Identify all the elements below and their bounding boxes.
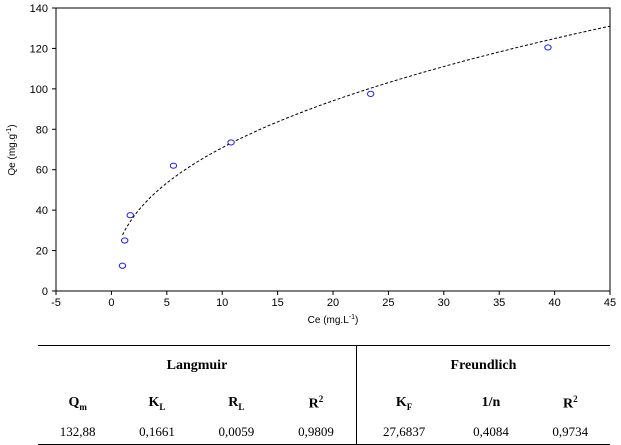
- fit-curve: [122, 25, 611, 236]
- x-axis-title: Ce (mg.L-1): [308, 314, 359, 326]
- data-point: [126, 212, 134, 219]
- x-tick-label: 15: [271, 297, 283, 309]
- x-tick-label: 30: [438, 297, 450, 309]
- x-tick-label: 20: [327, 297, 339, 309]
- value-kf: 27,6837: [355, 420, 452, 445]
- x-tick-label: 25: [382, 297, 394, 309]
- x-axis: -5 0 5 10 15 20 25 30 35 40 45: [51, 291, 616, 309]
- y-tick-label: 20: [36, 246, 48, 258]
- symbol-rl: RL: [228, 394, 245, 412]
- y-tick-label: 40: [36, 205, 48, 217]
- y-tick-label: 120: [30, 43, 48, 55]
- y-axis: 0 20 40 60 80 100 120 140: [30, 3, 56, 298]
- data-points: [118, 44, 552, 269]
- data-point: [120, 237, 129, 244]
- x-tick-label: 40: [548, 297, 560, 309]
- x-tick-label: -5: [51, 297, 61, 309]
- y-tick-label: 100: [30, 84, 48, 96]
- symbol-row: Qm KL RL R2 KF 1/n R2: [38, 386, 610, 420]
- data-point: [169, 162, 178, 169]
- data-point: [544, 44, 552, 51]
- x-tick-label: 5: [164, 297, 170, 309]
- data-point: [227, 139, 235, 146]
- data-point: [118, 262, 127, 269]
- value-rl: 0,0059: [196, 420, 276, 445]
- x-tick-label: 45: [604, 297, 616, 309]
- x-tick-label: 35: [493, 297, 505, 309]
- x-tick-label: 0: [108, 297, 114, 309]
- x-tick-label: 10: [216, 297, 228, 309]
- group-header-row: Langmuir Freundlich: [38, 345, 610, 386]
- isotherm-chart: -5 0 5 10 15 20 25 30 35 40 45 020406080100120140 …: [6, 3, 616, 326]
- y-tick-label: 80: [36, 124, 48, 136]
- isotherm-parameters-table: Langmuir Freundlich Qm KL RL R2 KF 1/n R…: [38, 345, 610, 445]
- symbol-1n: 1/n: [481, 395, 501, 410]
- group-freundlich: Freundlich: [355, 345, 610, 386]
- symbol-qm: Qm: [68, 394, 87, 412]
- value-r2-langmuir: 0,9809: [275, 420, 357, 445]
- y-tick-label: 0: [42, 286, 48, 298]
- symbol-kf: KF: [355, 386, 452, 420]
- value-r2-freundlich: 0,9734: [530, 420, 610, 445]
- group-langmuir: Langmuir: [38, 345, 357, 386]
- data-point: [366, 90, 375, 98]
- value-row: 132,88 0,1661 0,0059 0,9809 27,6837 0,40…: [38, 420, 610, 445]
- plot-frame: [55, 7, 611, 292]
- y-tick-label: 140: [30, 3, 48, 15]
- symbol-r2-langmuir: R2: [308, 393, 324, 412]
- y-tick-label: 60: [36, 165, 48, 177]
- value-qm: 132,88: [38, 420, 118, 445]
- symbol-r2-freundlich: R2: [562, 393, 578, 412]
- y-axis-title: Qe (mg.g-1): [6, 124, 18, 175]
- symbol-kl: KL: [148, 394, 166, 412]
- value-kl: 0,1661: [117, 420, 197, 445]
- value-1n: 0,4084: [451, 420, 531, 445]
